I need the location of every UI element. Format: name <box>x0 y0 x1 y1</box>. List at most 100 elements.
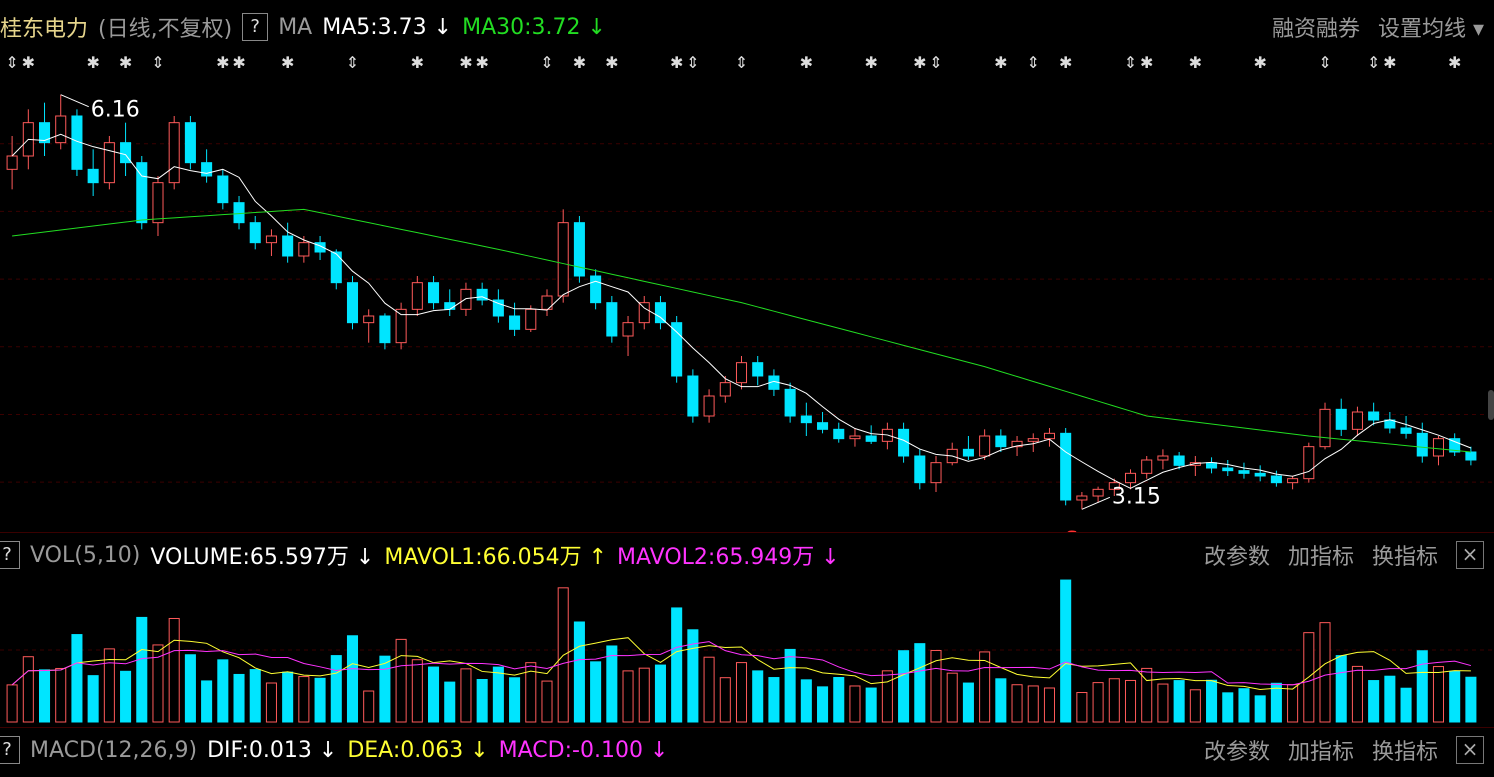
volume-bar <box>22 656 34 723</box>
candle-body <box>784 388 796 417</box>
price-chart[interactable]: ⇕ ✱ ✱ ✱ ⇕ ✱ ✱ ✱ ⇕ ✱ ✱ ✱ ⇕ ✱ ✱ ✱ ⇕ ⇕ ✱ ✱ ✱ ⇕ ✱ ⇕ ✱ ⇕ ✱ ✱ ✱ ⇕ ⇕ ✱ ✱6.163.1… <box>0 46 1494 532</box>
volume-bar <box>1400 687 1412 723</box>
scrollbar-thumb[interactable] <box>1488 390 1494 420</box>
event-marker: ✱ <box>1448 53 1461 72</box>
candle-body <box>1335 408 1347 430</box>
event-marker: ✱ <box>1253 53 1266 72</box>
candle-body <box>638 302 650 324</box>
volume-bar <box>703 656 715 723</box>
vol-help-button[interactable]: ? <box>0 541 20 569</box>
macd-add-indicator-button[interactable]: 加指标 <box>1287 740 1354 765</box>
vol-switch-indicator-button[interactable]: 换指标 <box>1371 545 1438 570</box>
candle-body <box>282 235 294 257</box>
macd-label: MACD:-0.100 <box>498 737 643 763</box>
volume-bar <box>476 679 488 723</box>
macd-value: MACD:-0.100 ↓ <box>499 738 669 763</box>
ma30-line <box>12 208 1471 453</box>
volume-bar <box>833 677 845 723</box>
close-icon[interactable]: × <box>1456 541 1484 569</box>
volume-bar <box>541 680 553 723</box>
event-marker: ✱ <box>800 53 813 72</box>
volume-bar <box>735 662 748 723</box>
event-marker: ✱ <box>605 53 618 72</box>
close-icon[interactable]: × <box>1456 736 1484 764</box>
candle-body <box>120 142 132 164</box>
candle-body <box>249 222 261 244</box>
candle-body <box>55 115 67 144</box>
volume-chart[interactable] <box>0 574 1494 726</box>
volume-value: VOLUME:65.597万 ↓ <box>150 539 374 571</box>
candle-body <box>265 235 277 244</box>
volume-bar <box>865 687 877 723</box>
candle-body <box>703 395 715 417</box>
vol-change-params-button[interactable]: 改参数 <box>1203 545 1270 570</box>
arrow-down-icon: ↓ <box>587 14 606 40</box>
ma5-line <box>11 133 1472 489</box>
volume-bar <box>525 662 537 723</box>
volume-bar <box>930 649 942 723</box>
set-ma-button[interactable]: 设置均线 ▾ <box>1377 17 1484 42</box>
candle-body <box>346 282 359 324</box>
macd-switch-indicator-button[interactable]: 换指标 <box>1371 740 1438 765</box>
volume-bar <box>103 648 115 723</box>
candle-body <box>687 375 699 417</box>
volume-bar <box>1173 680 1185 723</box>
arrow-down-icon: ↓ <box>433 14 453 40</box>
event-marker: ⇕ <box>1367 53 1380 72</box>
volume-bar <box>379 655 391 723</box>
candle-body <box>800 415 812 424</box>
volume-bar <box>492 666 504 723</box>
vol-indicator-name: VOL(5,10) <box>30 542 141 568</box>
candle-body <box>363 315 375 324</box>
volume-bar <box>1027 685 1039 723</box>
candle-body <box>817 422 829 430</box>
candle-body <box>1189 462 1201 466</box>
candle-body <box>1108 482 1120 490</box>
dea-value: DEA:0.063 ↓ <box>347 738 488 763</box>
volume-bar <box>719 677 731 723</box>
candle-body <box>1254 472 1266 477</box>
volume-bar <box>849 685 861 723</box>
volume-label: VOLUME:65.597万 <box>150 545 349 570</box>
volume-bar <box>1108 678 1120 723</box>
candle-body <box>184 122 196 164</box>
candle-body <box>444 302 456 310</box>
ma30-value: MA30:3.72 ↓ <box>462 15 606 40</box>
volume-bar <box>184 654 196 723</box>
candle-body <box>573 222 585 277</box>
volume-bar <box>946 672 958 723</box>
arrow-down-icon: ↓ <box>318 737 338 763</box>
macd-help-button[interactable]: ? <box>0 736 20 764</box>
volume-bar <box>590 661 602 723</box>
margin-trading-button[interactable]: 融资融券 <box>1271 17 1360 42</box>
candle-body <box>1319 408 1331 448</box>
event-marker: ✱ <box>573 53 586 72</box>
volume-bar <box>201 680 213 723</box>
help-button[interactable]: ? <box>242 13 269 41</box>
candle-body <box>298 242 310 257</box>
volume-bar <box>217 659 229 723</box>
candle-body <box>654 302 666 324</box>
macd-header: ? MACD(12,26,9) DIF:0.013 ↓ DEA:0.063 ↓ … <box>0 731 1494 769</box>
volume-bar <box>71 634 83 723</box>
candle-body <box>492 299 504 317</box>
event-marker: ✱ <box>475 53 488 72</box>
volume-bar <box>1092 682 1104 723</box>
volume-bar <box>1254 695 1266 723</box>
candle-body <box>330 251 342 284</box>
macd-change-params-button[interactable]: 改参数 <box>1203 740 1270 765</box>
candle-body <box>1270 475 1282 484</box>
volume-bar <box>622 670 634 723</box>
candle-body <box>1157 455 1169 461</box>
volume-bar <box>411 659 423 723</box>
vol-add-indicator-button[interactable]: 加指标 <box>1287 545 1354 570</box>
candle-body <box>1092 488 1104 497</box>
candle-body <box>1222 467 1234 472</box>
candle-body <box>460 288 472 310</box>
volume-bar <box>428 666 440 723</box>
event-marker: ⇕ <box>346 53 359 72</box>
event-marker: ✱ <box>216 53 229 72</box>
candle-body <box>411 282 423 310</box>
indicator-name: MA <box>278 14 313 40</box>
volume-bar <box>687 629 699 723</box>
